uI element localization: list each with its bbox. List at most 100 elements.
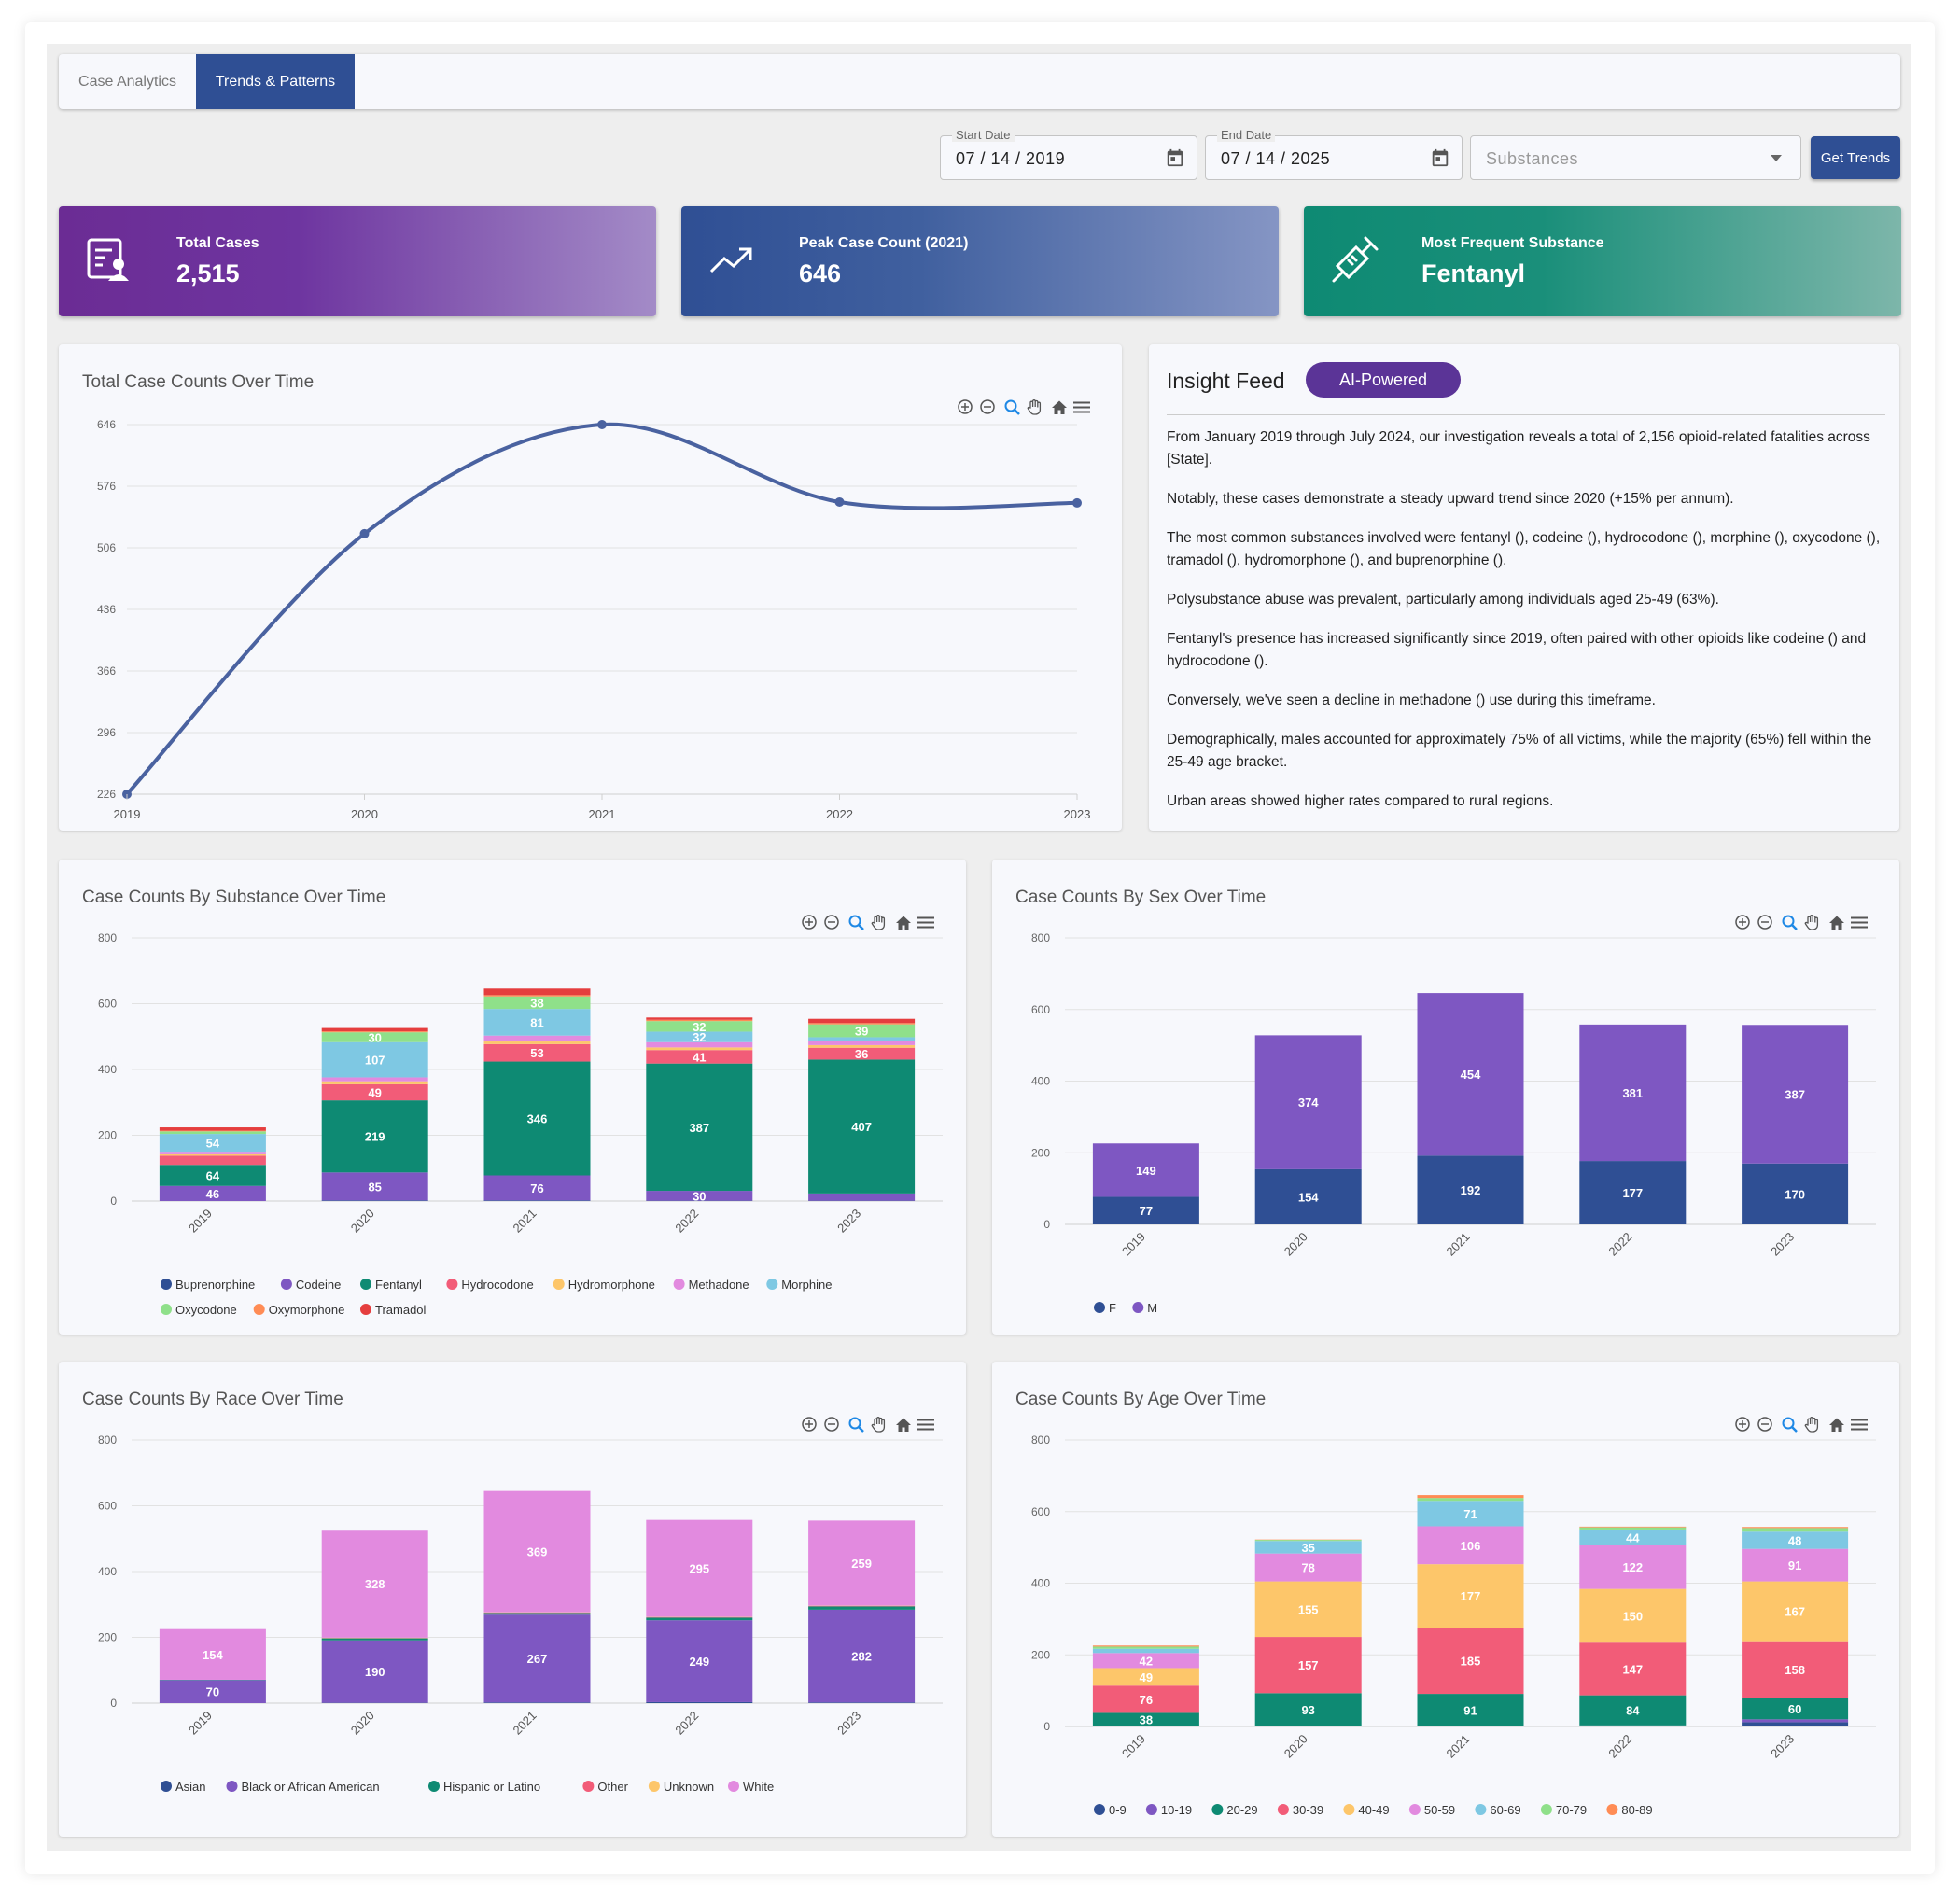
legend-item-hydromorphone[interactable]: Hydromorphone xyxy=(553,1278,655,1292)
grid-lines xyxy=(127,424,1077,795)
syringe-icon xyxy=(1332,236,1379,283)
bar-tramadol-2023 xyxy=(808,1018,916,1024)
legend-item-60-69[interactable]: 60-69 xyxy=(1475,1803,1521,1817)
x-tick-label: 2023 xyxy=(1768,1230,1797,1259)
legend-swatch xyxy=(1606,1804,1618,1815)
legend-item-0-9[interactable]: 0-9 xyxy=(1094,1803,1127,1817)
y-tick-label: 600 xyxy=(98,998,117,1011)
legend-swatch xyxy=(161,1304,172,1315)
legend-item-fentanyl[interactable]: Fentanyl xyxy=(360,1278,422,1292)
legend-item-oxymorphone[interactable]: Oxymorphone xyxy=(253,1303,345,1317)
pan-hand-icon[interactable] xyxy=(1804,1417,1819,1433)
legend-item-80-89[interactable]: 80-89 xyxy=(1606,1803,1653,1817)
legend-item-50-59[interactable]: 50-59 xyxy=(1408,1803,1455,1817)
chevron-down-icon[interactable] xyxy=(1771,155,1782,161)
bar-codeine-2022 xyxy=(646,1191,753,1201)
search-zoom-icon[interactable] xyxy=(848,1417,864,1433)
bar-buprenorphine-2020 xyxy=(321,1200,428,1201)
pan-hand-icon[interactable] xyxy=(871,1417,886,1433)
legend-item-oxycodone[interactable]: Oxycodone xyxy=(161,1303,237,1317)
home-icon[interactable] xyxy=(896,916,911,930)
menu-icon[interactable] xyxy=(917,1419,934,1431)
magnifier-handle xyxy=(1014,409,1020,415)
substances-select[interactable]: Substances xyxy=(1470,135,1801,180)
menu-icon[interactable] xyxy=(917,916,934,929)
bar-hispanic-or-latino-2022 xyxy=(646,1617,753,1621)
data-label: 381 xyxy=(1622,1086,1643,1100)
end-date-label: End Date xyxy=(1217,128,1276,142)
legend-item-asian[interactable]: Asian xyxy=(161,1780,206,1794)
legend-item-hydrocodone[interactable]: Hydrocodone xyxy=(446,1278,534,1292)
house-shape xyxy=(1052,400,1067,414)
menu-icon[interactable] xyxy=(1851,916,1868,929)
bar-70-79-2020 xyxy=(1254,1540,1362,1542)
x-tick-label: 2019 xyxy=(114,807,141,821)
legend-item-20-29[interactable]: 20-29 xyxy=(1211,1803,1258,1817)
bar-40-49-2022 xyxy=(1579,1588,1687,1643)
end-date-value[interactable]: 07 / 14 / 2025 xyxy=(1221,149,1331,168)
data-label: 38 xyxy=(530,996,543,1010)
data-point-2022 xyxy=(834,496,845,507)
x-tick-label: 2021 xyxy=(1444,1230,1473,1259)
bar-oxycodone-2021 xyxy=(483,996,591,1010)
search-zoom-icon[interactable] xyxy=(848,915,864,930)
legend-item-codeine[interactable]: Codeine xyxy=(280,1278,341,1292)
zoom-out-icon[interactable] xyxy=(824,1417,839,1432)
end-date-field[interactable]: End Date 07 / 14 / 2025 xyxy=(1205,128,1463,180)
legend-item-40-49[interactable]: 40-49 xyxy=(1343,1803,1390,1817)
zoom-in-icon[interactable] xyxy=(958,399,973,414)
start-date-value[interactable]: 07 / 14 / 2019 xyxy=(956,149,1066,168)
pan-hand-icon[interactable] xyxy=(1804,915,1819,930)
menu-icon[interactable] xyxy=(1851,1419,1868,1431)
search-zoom-icon[interactable] xyxy=(1004,399,1020,415)
legend-item-tramadol[interactable]: Tramadol xyxy=(360,1303,427,1317)
zoom-in-icon[interactable] xyxy=(802,915,817,930)
race-chart-panel: Case Counts By Race Over Time 0 200 400 600… xyxy=(59,1362,966,1837)
stat-value: 646 xyxy=(799,259,842,287)
legend-item-m[interactable]: M xyxy=(1132,1301,1157,1315)
bar-80-89-2021 xyxy=(1417,1495,1524,1499)
tab-trends-patterns[interactable]: Trends & Patterns xyxy=(196,54,355,109)
home-icon[interactable] xyxy=(1829,1418,1844,1433)
calendar-icon[interactable] xyxy=(1165,147,1185,169)
total-cases-panel: Total Case Counts Over Time 226 296 366 436… xyxy=(59,344,1122,831)
zoom-out-icon[interactable] xyxy=(824,915,839,930)
legend-item-hispanic-or-latino[interactable]: Hispanic or Latino xyxy=(428,1780,540,1794)
search-zoom-icon[interactable] xyxy=(1782,1417,1798,1433)
zoom-out-icon[interactable] xyxy=(1757,915,1772,930)
calendar-icon[interactable] xyxy=(1430,147,1450,169)
zoom-in-icon[interactable] xyxy=(802,1417,817,1432)
zoom-out-icon[interactable] xyxy=(980,399,995,414)
home-icon[interactable] xyxy=(1829,916,1844,930)
bar-20-29-2022 xyxy=(1579,1695,1687,1726)
home-icon[interactable] xyxy=(1052,400,1067,415)
get-trends-button[interactable]: Get Trends xyxy=(1811,136,1900,179)
legend-item-other[interactable]: Other xyxy=(582,1780,629,1794)
legend-item-f[interactable]: F xyxy=(1094,1301,1116,1315)
legend-item-unknown[interactable]: Unknown xyxy=(648,1780,714,1794)
legend-item-10-19[interactable]: 10-19 xyxy=(1145,1803,1192,1817)
pan-hand-icon[interactable] xyxy=(871,915,886,930)
zoom-in-icon[interactable] xyxy=(1735,1417,1750,1432)
menu-icon[interactable] xyxy=(1073,401,1090,413)
legend-swatch xyxy=(1343,1804,1355,1815)
legend-item-black-or-african-american[interactable]: Black or African American xyxy=(226,1780,380,1794)
sex-chart-panel: Case Counts By Sex Over Time 0 200 400 600 8… xyxy=(992,860,1899,1335)
legend-item-morphine[interactable]: Morphine xyxy=(766,1278,833,1292)
zoom-out-icon[interactable] xyxy=(1757,1417,1772,1432)
pan-hand-icon[interactable] xyxy=(1027,399,1042,415)
legend-item-70-79[interactable]: 70-79 xyxy=(1540,1803,1587,1817)
start-date-field[interactable]: Start Date 07 / 14 / 2019 xyxy=(940,128,1197,180)
legend-item-30-39[interactable]: 30-39 xyxy=(1277,1803,1323,1817)
legend-item-buprenorphine[interactable]: Buprenorphine xyxy=(161,1278,255,1292)
home-icon[interactable] xyxy=(896,1418,911,1433)
legend-item-white[interactable]: White xyxy=(728,1780,774,1794)
bar-oxymorphone-2021 xyxy=(483,995,591,997)
search-zoom-icon[interactable] xyxy=(1782,915,1798,930)
x-tick-label: 2020 xyxy=(348,1709,377,1738)
legend-item-methadone[interactable]: Methadone xyxy=(673,1278,749,1292)
tab-case-analytics[interactable]: Case Analytics xyxy=(78,74,176,90)
legend-swatch xyxy=(766,1279,778,1290)
zoom-in-icon[interactable] xyxy=(1735,915,1750,930)
bar-50-59-2022 xyxy=(1579,1545,1687,1589)
